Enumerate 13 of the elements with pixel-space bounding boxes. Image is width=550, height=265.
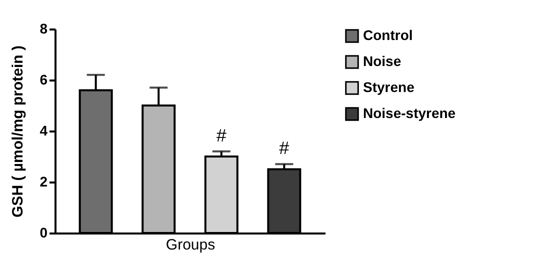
y-tick-label: 8 — [40, 20, 48, 36]
legend-label: Noise-styrene — [363, 105, 456, 121]
x-axis-title: Groups — [166, 236, 216, 254]
y-tick-label: 2 — [40, 174, 48, 190]
legend-label: Noise — [363, 53, 402, 69]
legend-label: Control — [363, 27, 413, 43]
legend-label: Styrene — [363, 79, 415, 95]
y-axis-title: GSH ( µmol/mg protein ) — [10, 46, 27, 218]
data-label: # — [279, 138, 290, 158]
y-tick-label: 6 — [40, 72, 48, 88]
y-tick-label: 0 — [40, 224, 48, 240]
y-tick-label: 4 — [40, 122, 48, 138]
data-label: # — [216, 125, 226, 146]
